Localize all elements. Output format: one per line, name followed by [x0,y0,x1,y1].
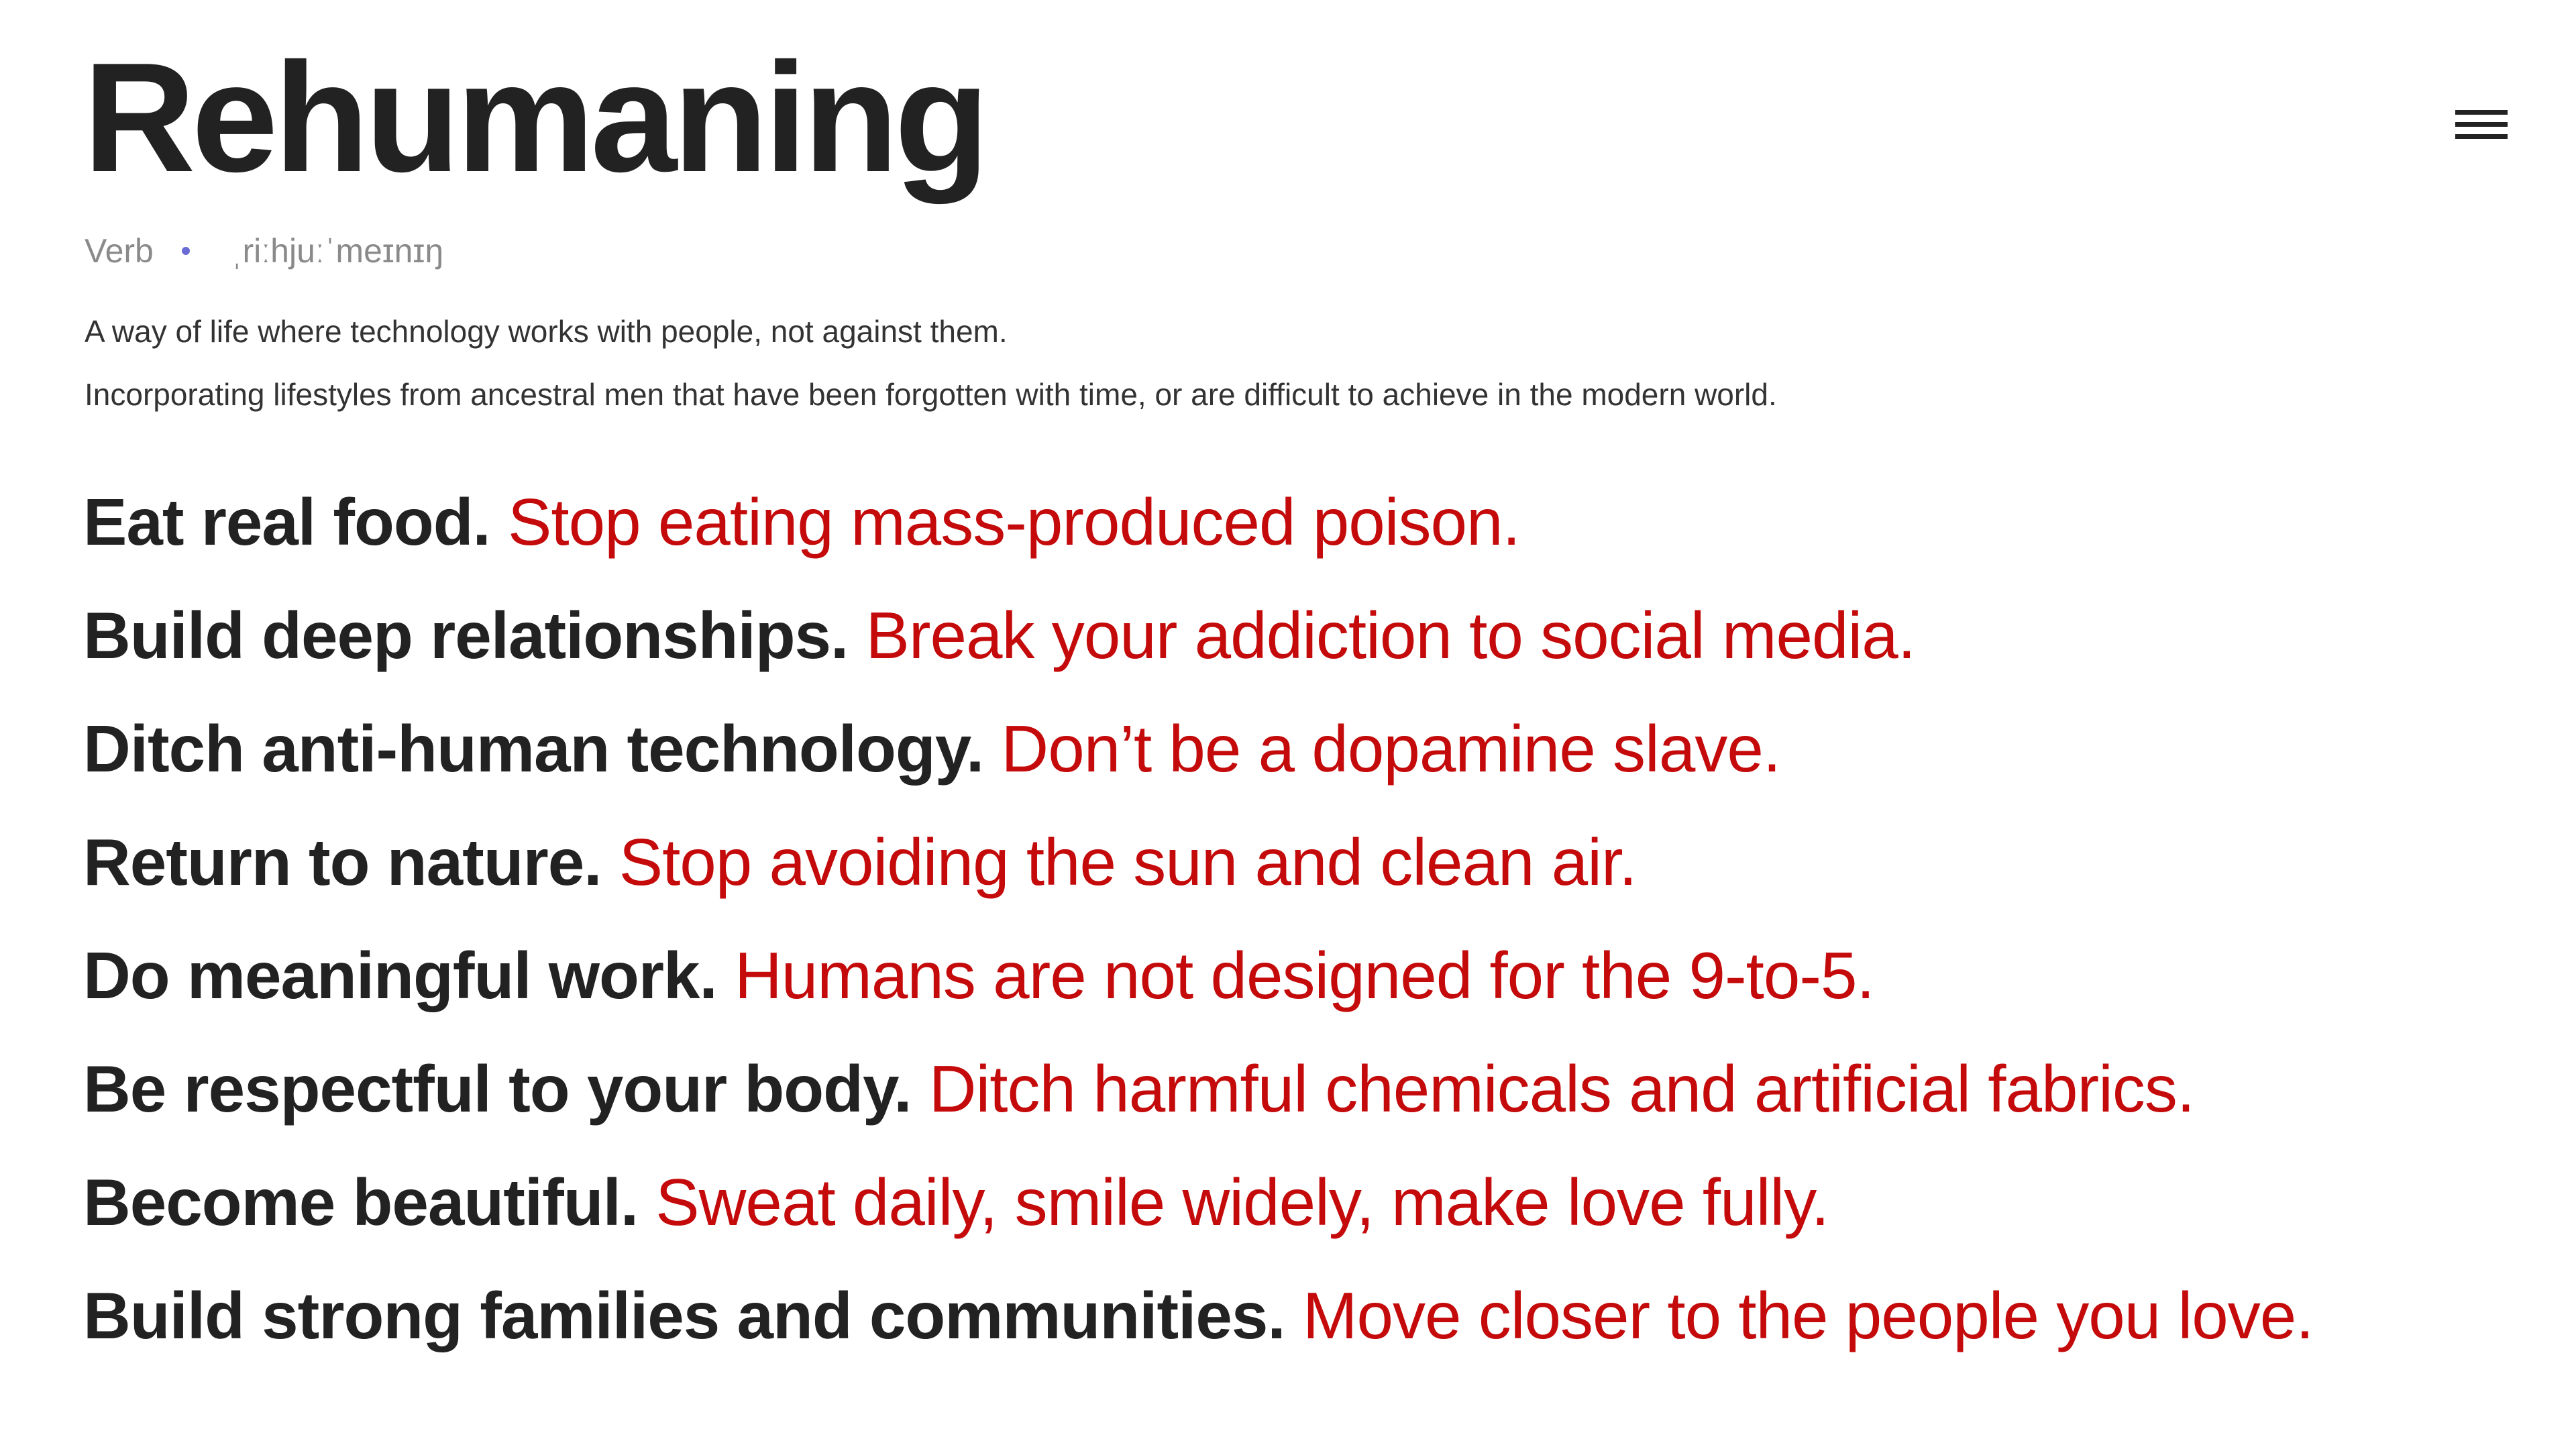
principle-item: Return to nature. Stop avoiding the sun … [83,822,2314,935]
principle-item: Become beautiful. Sweat daily, smile wid… [83,1162,2314,1275]
principle-lead: Build strong families and communities. [83,1279,1286,1352]
page-title: Rehumaning [83,31,989,205]
principle-item: Ditch anti-human technology. Don’t be a … [83,708,2314,822]
hamburger-menu-icon[interactable] [2455,107,2509,144]
principle-lead: Ditch anti-human technology. [83,712,984,786]
principle-lead: Build deep relationships. [83,598,849,672]
principle-follow: Break your addiction to social media. [865,598,1916,672]
menu-line [2455,122,2508,127]
principle-follow: Stop eating mass-produced poison. [508,485,1521,559]
word-meta: Verb ˌriːhjuːˈmeɪnɪŋ [85,231,443,271]
principle-follow: Humans are not designed for the 9-to-5. [734,938,1875,1012]
principle-item: Build strong families and communities. M… [83,1275,2314,1389]
separator-dot [181,246,190,255]
definition-line-2: Incorporating lifestyles from ancestral … [85,377,1777,412]
principle-item: Do meaningful work. Humans are not desig… [83,935,2314,1049]
principle-follow: Don’t be a dopamine slave. [1001,712,1781,786]
principle-item: Build deep relationships. Break your add… [83,595,2314,708]
principle-item: Eat real food. Stop eating mass-produced… [83,482,2314,595]
principle-lead: Be respectful to your body. [83,1052,912,1126]
principle-follow: Stop avoiding the sun and clean air. [619,825,1638,899]
principle-item: Be respectful to your body. Ditch harmfu… [83,1049,2314,1162]
menu-line [2455,134,2508,139]
pronunciation: ˌriːhjuːˈmeɪnɪŋ [231,232,444,270]
menu-line [2455,110,2508,115]
part-of-speech: Verb [85,232,154,270]
principle-lead: Become beautiful. [83,1165,639,1239]
principle-lead: Do meaningful work. [83,938,718,1012]
definition-line-1: A way of life where technology works wit… [85,314,1008,349]
principle-follow: Ditch harmful chemicals and artificial f… [928,1052,2195,1126]
principle-follow: Sweat daily, smile widely, make love ful… [655,1165,1829,1239]
principle-lead: Return to nature. [83,825,602,899]
principles-list: Eat real food. Stop eating mass-produced… [83,482,2314,1389]
principle-lead: Eat real food. [83,485,491,559]
principle-follow: Move closer to the people you love. [1302,1279,2314,1352]
